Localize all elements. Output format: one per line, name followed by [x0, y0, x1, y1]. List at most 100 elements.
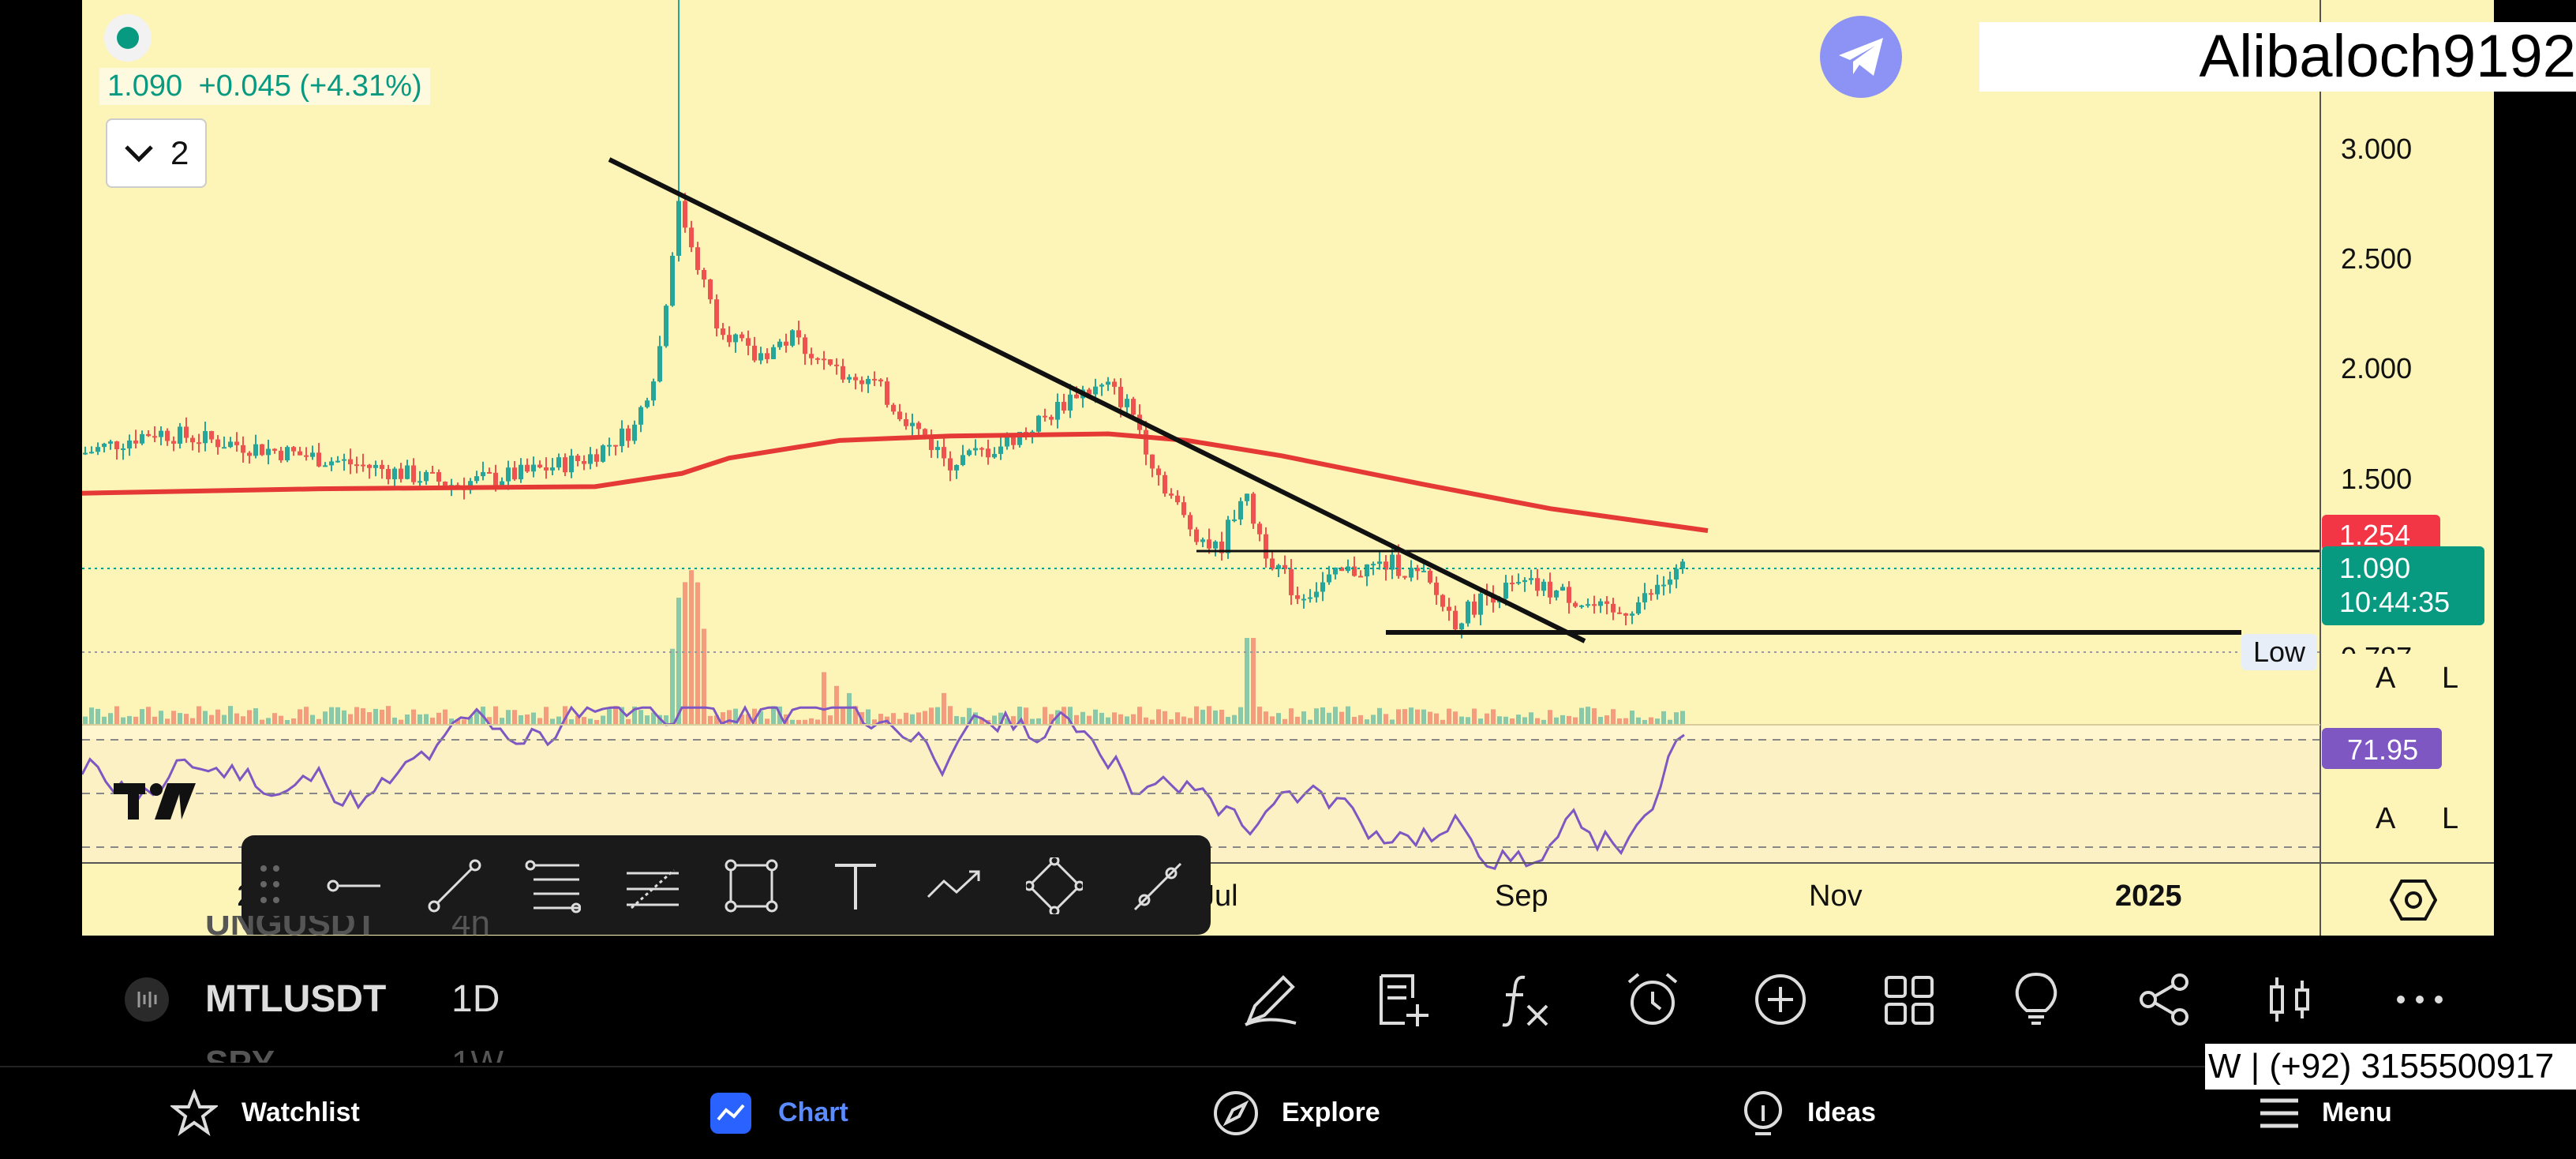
volume-bar: [771, 706, 776, 725]
nav-ideas[interactable]: Ideas: [1739, 1088, 1945, 1138]
telegram-button[interactable]: [1820, 16, 1902, 98]
candle-body: [575, 456, 580, 461]
fib-retracement-icon[interactable]: [524, 857, 581, 914]
nav-menu[interactable]: Menu: [2259, 1088, 2464, 1138]
volume-bar: [1485, 713, 1489, 725]
volume-bar: [739, 715, 744, 725]
add-note-icon[interactable]: [1373, 971, 1430, 1028]
nav-watchlist[interactable]: Watchlist: [170, 1088, 407, 1138]
rectangle-icon[interactable]: [723, 857, 780, 914]
candle-body: [1548, 581, 1552, 598]
candle-body: [474, 476, 479, 482]
volume-bar: [1080, 711, 1085, 725]
volume-bar: [1232, 715, 1237, 725]
volume-bar: [1207, 706, 1211, 725]
candle-body: [1390, 554, 1395, 570]
current-symbol-name[interactable]: MTLUSDT: [205, 978, 387, 1020]
volume-bar: [992, 715, 997, 725]
polyline-icon[interactable]: [1026, 857, 1083, 914]
horizontal-ray-icon[interactable]: [325, 857, 382, 914]
volume-bar: [1383, 714, 1388, 725]
candle-body: [929, 437, 934, 450]
trend-line-icon[interactable]: [426, 857, 483, 914]
candle-body: [1213, 541, 1218, 549]
chart-tab-icon: [710, 1093, 751, 1134]
price-tick-2-5: 2.500: [2341, 242, 2413, 275]
volume-bar: [474, 711, 479, 725]
candle-body: [544, 467, 549, 471]
layout-grid-icon[interactable]: [1880, 971, 1937, 1028]
candle-body: [1491, 595, 1496, 603]
volume-bar: [89, 707, 94, 725]
candle-body: [796, 330, 801, 338]
candle-body: [1365, 564, 1369, 577]
log-scale-button[interactable]: L: [2442, 662, 2459, 695]
current-symbol-interval[interactable]: 1D: [451, 978, 500, 1020]
volume-bar: [765, 718, 769, 725]
symbol-above-interval[interactable]: 4h: [451, 916, 490, 943]
symbol-above-name[interactable]: UNGUSDT: [205, 916, 377, 943]
ideas-bulb-icon[interactable]: [2008, 971, 2065, 1028]
candle-body: [152, 436, 157, 438]
nav-explore[interactable]: Explore: [1212, 1088, 1449, 1138]
volume-bar: [796, 719, 801, 725]
volume-bar: [790, 719, 795, 725]
candle-body: [1036, 415, 1041, 432]
symbol-below-name[interactable]: SPY: [205, 1044, 275, 1063]
chart-settings-icon[interactable]: [2390, 878, 2437, 922]
candle-body: [1320, 582, 1325, 592]
measure-icon[interactable]: [1129, 857, 1185, 914]
chevron-down-icon: [125, 145, 153, 163]
moving-average-line: [82, 431, 1709, 534]
volume-bar: [809, 718, 814, 725]
path-icon[interactable]: [925, 857, 982, 914]
status-indicator[interactable]: [104, 14, 152, 62]
volume-bar: [1320, 707, 1325, 725]
ma-price-label: 1.254: [2322, 515, 2440, 551]
volume-bar: [866, 709, 871, 725]
volume-bar: [746, 714, 751, 725]
candle-body: [1131, 399, 1136, 415]
candle-body: [1655, 584, 1660, 595]
indicators-icon[interactable]: [1496, 971, 1553, 1028]
drag-handle-icon[interactable]: [254, 857, 286, 914]
rsi-log-scale-button[interactable]: L: [2442, 802, 2459, 835]
share-icon[interactable]: [2136, 971, 2192, 1028]
volume-bar: [1453, 711, 1458, 725]
auto-scale-button[interactable]: A: [2376, 662, 2396, 695]
candle-body: [1017, 432, 1022, 445]
volume-bar: [878, 714, 883, 725]
nav-chart[interactable]: Chart: [710, 1088, 915, 1138]
volume-bar: [506, 710, 511, 725]
candle-body: [550, 467, 555, 471]
draw-pen-icon[interactable]: [1242, 971, 1299, 1028]
volume-bar: [569, 719, 574, 725]
volume-bar: [228, 706, 233, 725]
candle-type-icon[interactable]: [2262, 971, 2319, 1028]
candle-body: [1377, 561, 1382, 564]
more-icon[interactable]: [2391, 971, 2448, 1028]
volume-bar: [133, 716, 138, 725]
candle-body: [197, 442, 201, 444]
candle-body: [866, 378, 871, 384]
price-tick-1-5: 1.500: [2341, 463, 2413, 495]
volume-bar: [1415, 709, 1420, 725]
volume-bar: [1409, 707, 1413, 725]
volume-bar: [1074, 715, 1079, 725]
price-chart-canvas[interactable]: [82, 0, 2494, 936]
volume-bar: [948, 706, 953, 725]
volume-bar: [417, 714, 422, 725]
volume-bar: [1017, 706, 1022, 725]
rsi-auto-scale-button[interactable]: A: [2376, 802, 2396, 835]
chart-pane[interactable]: 1.090 +0.045 (+4.31%) 2 3.000 2.500 2.00…: [82, 0, 2494, 936]
volume-bar: [1598, 716, 1603, 725]
symbol-below-interval[interactable]: 1W: [451, 1044, 504, 1063]
candle-body: [582, 460, 586, 464]
text-icon[interactable]: [827, 857, 884, 914]
nav-menu-label: Menu: [2322, 1097, 2392, 1127]
volume-bar: [1024, 707, 1028, 725]
pitchfork-icon[interactable]: [623, 857, 680, 914]
add-plus-icon[interactable]: [1752, 971, 1809, 1028]
indicator-collapse-button[interactable]: 2: [106, 118, 207, 188]
alert-clock-icon[interactable]: [1624, 971, 1681, 1028]
